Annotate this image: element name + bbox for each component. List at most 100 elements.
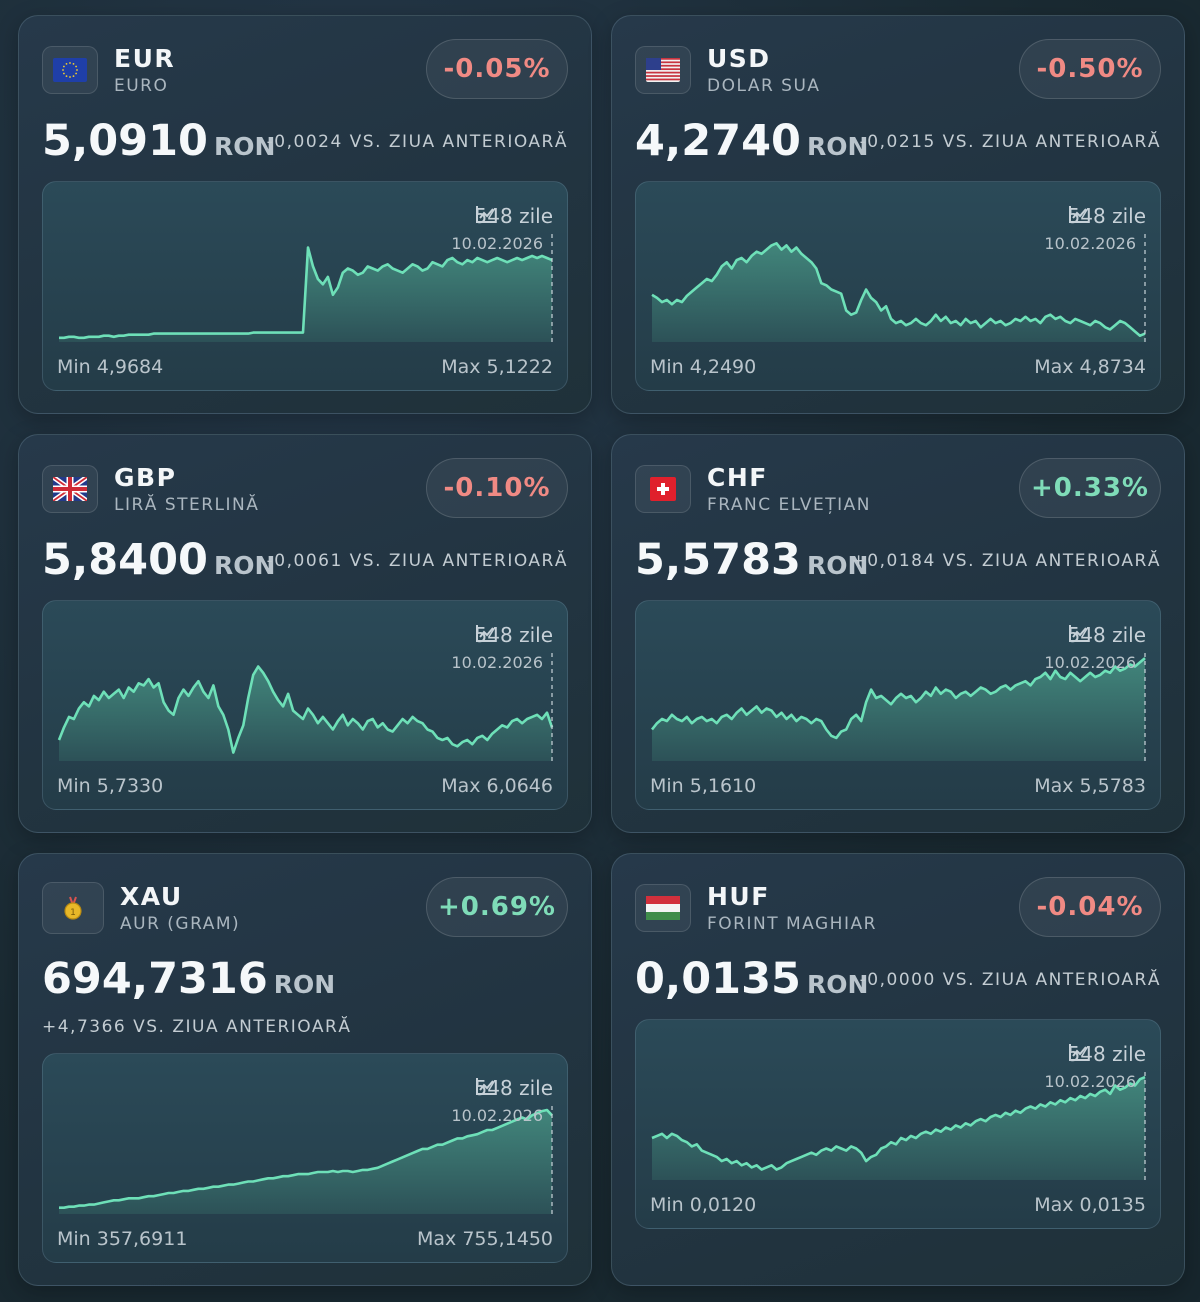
latest-date: 10.02.2026: [451, 653, 543, 672]
days-range: 548 zile: [475, 623, 553, 647]
currency-name: DOLAR SUA: [707, 76, 821, 96]
change-badge: -0.04%: [1019, 877, 1161, 937]
max-value: Max 5,1222: [441, 356, 553, 378]
rate-value: 0,0135 RON: [635, 954, 868, 1004]
max-value: Max 755,1450: [417, 1228, 553, 1250]
rate-unit: RON: [213, 132, 276, 161]
change-badge: -0.10%: [426, 458, 568, 518]
max-value: Max 6,0646: [441, 775, 553, 797]
min-value: Min 4,2490: [650, 356, 757, 378]
flag-box: [635, 46, 691, 94]
currency-card-xau: 1 XAU AUR (GRAM) +0.69% 694,7316 RON +4,7…: [18, 853, 592, 1286]
min-value: Min 0,0120: [650, 1194, 757, 1216]
max-value: Max 0,0135: [1034, 1194, 1146, 1216]
history-plot: [59, 1106, 553, 1214]
min-value: Min 5,7330: [57, 775, 164, 797]
currency-code: EUR: [114, 44, 176, 73]
rate-delta: -0,0061 VS. ZIUA ANTERIOARĂ: [266, 551, 568, 571]
latest-date: 10.02.2026: [1044, 234, 1136, 253]
flag-box: [42, 46, 98, 94]
flag-box: 1: [42, 882, 104, 934]
rate-unit: RON: [806, 551, 869, 580]
min-value: Min 357,6911: [57, 1228, 188, 1250]
flag-box: [635, 465, 691, 513]
series-line: [59, 246, 553, 340]
currency-name: FRANC ELVEȚIAN: [707, 495, 871, 515]
rate-number: 0,0135: [635, 954, 801, 1004]
series-area: [652, 243, 1145, 342]
history-chart[interactable]: 548 zile 10.02.2026 Min 5,1610 Max 5,578…: [635, 600, 1161, 810]
series-line: [59, 1108, 553, 1209]
series-line: [651, 242, 1146, 337]
history-chart[interactable]: 548 zile 10.02.2026 Min 0,0120 Max 0,013…: [635, 1019, 1161, 1229]
latest-date: 10.02.2026: [451, 1106, 543, 1125]
rate-delta: -0,0215 VS. ZIUA ANTERIOARĂ: [859, 132, 1161, 152]
rate-value: 4,2740 RON: [635, 116, 868, 166]
days-range: 548 zile: [475, 204, 553, 228]
latest-date: 10.02.2026: [1044, 1072, 1136, 1091]
change-badge: -0.50%: [1019, 39, 1161, 99]
trend-chart-icon: [1068, 625, 1088, 642]
days-range: 548 zile: [475, 1076, 553, 1100]
series-line: [57, 665, 554, 754]
trend-chart-icon: [475, 625, 495, 642]
currency-name: LIRĂ STERLINĂ: [114, 495, 260, 515]
flag-box: [635, 884, 691, 932]
rate-value: 5,0910 RON: [42, 116, 275, 166]
currency-card-chf: CHF FRANC ELVEȚIAN +0.33% 5,5783 RON +0,0…: [611, 434, 1185, 833]
latest-date: 10.02.2026: [451, 234, 543, 253]
history-chart[interactable]: 548 zile 10.02.2026 Min 5,7330 Max 6,064…: [42, 600, 568, 810]
rate-value: 694,7316 RON: [42, 954, 335, 1004]
rate-unit: RON: [806, 132, 869, 161]
rate-unit: RON: [213, 551, 276, 580]
max-value: Max 4,8734: [1034, 356, 1146, 378]
rate-delta: -0,0000 VS. ZIUA ANTERIOARĂ: [859, 970, 1161, 990]
gold-medal-icon: 1: [64, 896, 82, 920]
svg-text:1: 1: [70, 908, 76, 918]
trend-chart-icon: [1068, 1044, 1088, 1061]
rate-number: 694,7316: [42, 954, 268, 1004]
currency-name: FORINT MAGHIAR: [707, 914, 877, 934]
latest-date: 10.02.2026: [1044, 653, 1136, 672]
series-line: [651, 1075, 1146, 1171]
ch-flag-icon: [650, 477, 676, 501]
currency-code: USD: [707, 44, 771, 73]
rate-unit: RON: [806, 970, 869, 999]
currency-code: GBP: [114, 463, 177, 492]
trend-chart-icon: [1068, 206, 1088, 223]
eu-flag-icon: [53, 58, 87, 82]
days-range: 548 zile: [1068, 623, 1146, 647]
rate-value: 5,8400 RON: [42, 535, 275, 585]
currency-card-gbp: GBP LIRĂ STERLINĂ -0.10% 5,8400 RON -0,00…: [18, 434, 592, 833]
series-area: [59, 1110, 552, 1214]
rate-delta: -0,0024 VS. ZIUA ANTERIOARĂ: [266, 132, 568, 152]
days-range: 548 zile: [1068, 1042, 1146, 1066]
history-plot: [651, 234, 1146, 342]
rate-number: 4,2740: [635, 116, 801, 166]
series-line: [650, 657, 1146, 740]
uk-flag-icon: [53, 477, 87, 501]
currency-name: AUR (GRAM): [120, 914, 241, 934]
change-badge: +0.69%: [426, 877, 568, 937]
rate-number: 5,5783: [635, 535, 801, 585]
history-chart[interactable]: 548 zile 10.02.2026 Min 4,9684 Max 5,122…: [42, 181, 568, 391]
currency-card-eur: EUR EURO -0.05% 5,0910 RON -0,0024 VS. ZI…: [18, 15, 592, 414]
history-chart[interactable]: 548 zile 10.02.2026 Min 357,6911 Max 755…: [42, 1053, 568, 1263]
currency-card-huf: HUF FORINT MAGHIAR -0.04% 0,0135 RON -0,0…: [611, 853, 1185, 1286]
trend-chart-icon: [475, 1078, 495, 1095]
hu-flag-icon: [646, 896, 680, 920]
currency-name: EURO: [114, 76, 169, 96]
history-chart[interactable]: 548 zile 10.02.2026 Min 4,2490 Max 4,873…: [635, 181, 1161, 391]
days-range: 548 zile: [1068, 204, 1146, 228]
currency-code: XAU: [120, 882, 183, 911]
series-area: [652, 1077, 1145, 1180]
rate-number: 5,0910: [42, 116, 208, 166]
rate-value: 5,5783 RON: [635, 535, 868, 585]
min-value: Min 4,9684: [57, 356, 164, 378]
history-plot: [651, 1072, 1146, 1180]
rate-delta: +4,7366 VS. ZIUA ANTERIOARĂ: [42, 1017, 352, 1037]
rate-unit: RON: [273, 970, 336, 999]
us-flag-icon: [646, 58, 680, 82]
currency-card-usd: USD DOLAR SUA -0.50% 4,2740 RON -0,0215 V…: [611, 15, 1185, 414]
trend-chart-icon: [475, 206, 495, 223]
